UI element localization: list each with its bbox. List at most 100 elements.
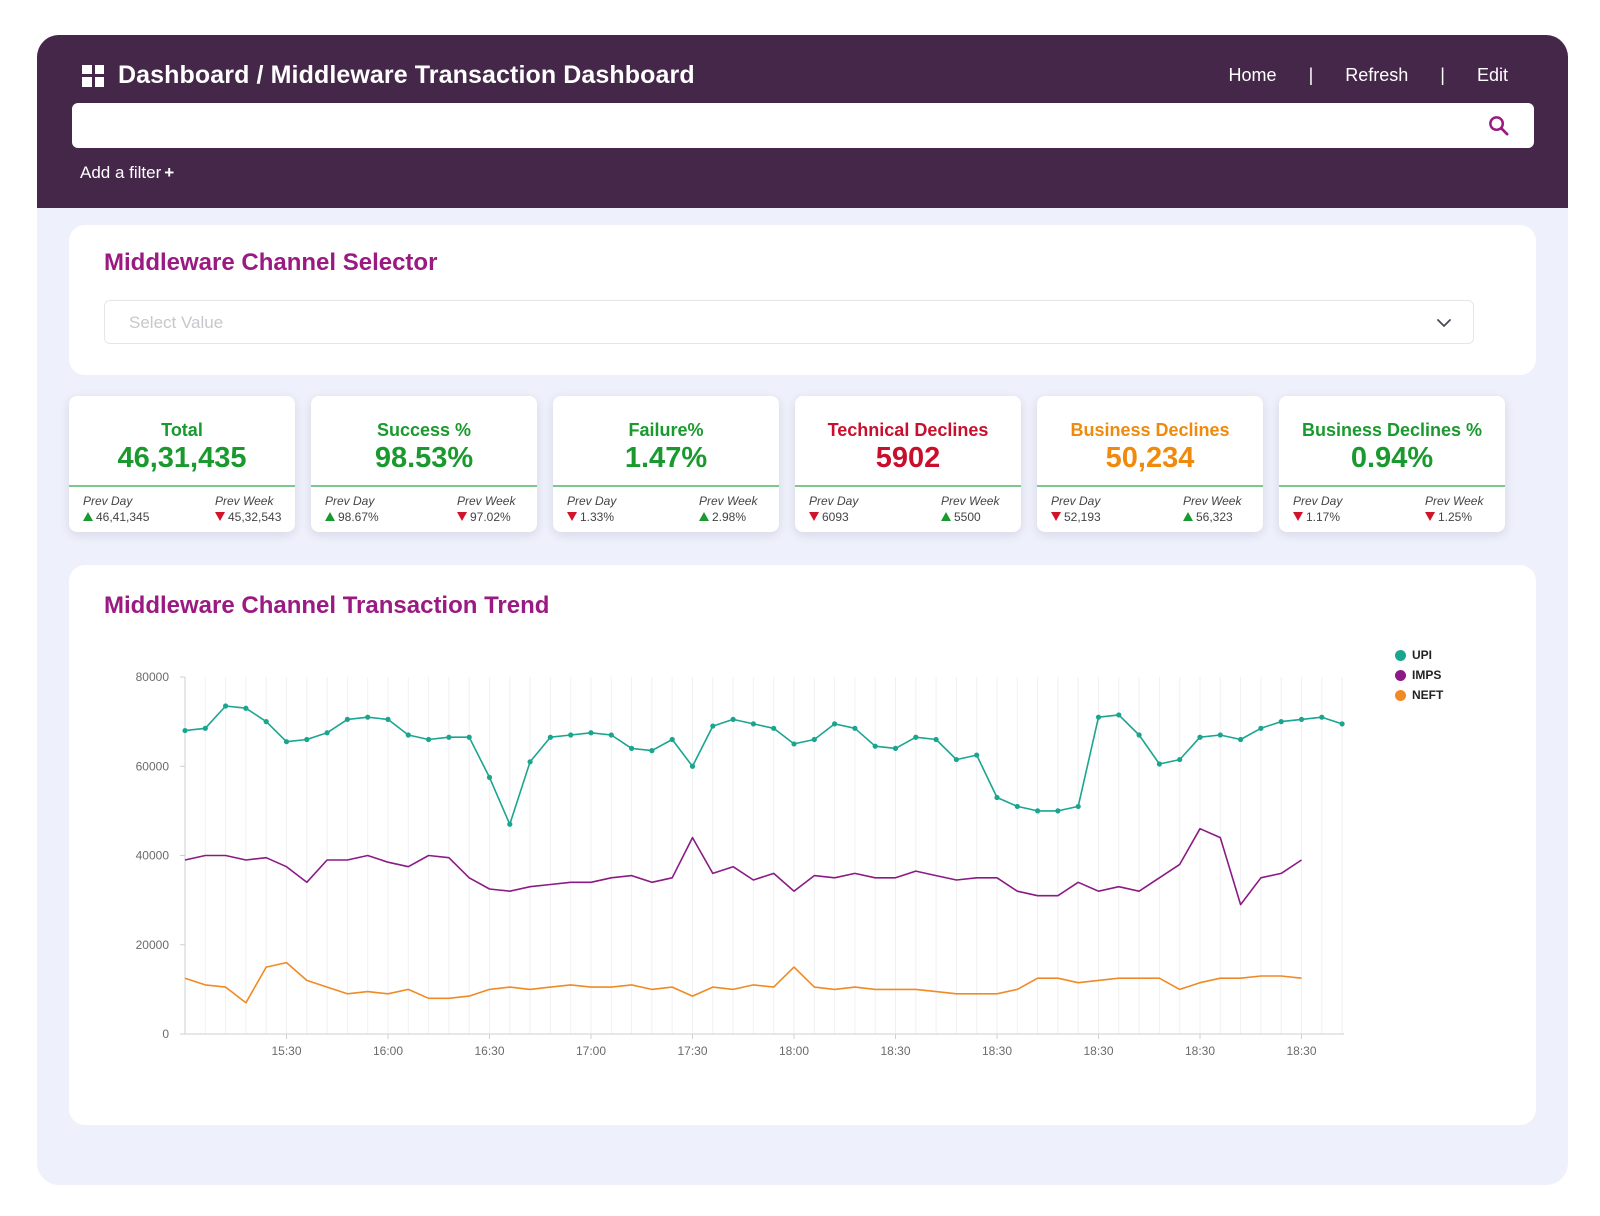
data-point-upi (649, 748, 655, 754)
data-point-upi (446, 734, 452, 740)
nav-home-link[interactable]: Home (1228, 65, 1277, 85)
kpi-prev-week: Prev Week 1.25% (1425, 494, 1483, 524)
x-tick-label: 17:00 (576, 1044, 606, 1058)
legend-dot (1395, 689, 1406, 701)
search-input[interactable] (72, 103, 1534, 148)
data-point-upi (202, 725, 208, 731)
data-point-upi (953, 756, 960, 763)
prev-week-value: 56,323 (1196, 510, 1233, 524)
legend-label: NEFT (1412, 688, 1444, 702)
data-point-upi (547, 734, 553, 740)
brand: Dashboard / Middleware Transaction Dashb… (82, 61, 695, 90)
add-filter-label: Add a filter (80, 163, 162, 182)
data-point-upi (1116, 712, 1122, 718)
data-point-upi (243, 705, 249, 711)
kpi-card: Business Declines % 0.94% Prev Day 1.17% Pre… (1279, 396, 1505, 532)
kpi-prev-day: Prev Day 46,41,345 (83, 494, 149, 524)
data-point-upi (283, 739, 290, 745)
prev-day-caption: Prev Day (809, 494, 859, 508)
data-point-upi (994, 794, 1000, 801)
series-line-imps (184, 827, 1302, 906)
data-point-upi (426, 736, 432, 743)
data-point-upi (872, 743, 878, 749)
series-line-upi (184, 705, 1343, 826)
data-point-upi (1014, 803, 1020, 810)
data-point-upi (974, 752, 980, 758)
nav-edit-link[interactable]: Edit (1476, 65, 1508, 85)
trend-down-icon (1051, 512, 1061, 521)
prev-week-value: 45,32,543 (228, 510, 282, 524)
prev-day-value: 1.33% (580, 510, 615, 524)
data-point-upi (486, 774, 493, 781)
channel-select-dropdown[interactable]: Select Value (104, 300, 1474, 344)
nav-refresh-link[interactable]: Refresh (1345, 65, 1409, 85)
page-title: Dashboard / Middleware Transaction Dashb… (118, 61, 695, 89)
prev-day-caption: Prev Day (567, 494, 617, 508)
kpi-prev-week: Prev Week 2.98% (699, 494, 757, 524)
trend-down-icon (457, 512, 467, 521)
data-point-upi (771, 725, 777, 731)
prev-day-value: 6093 (822, 510, 849, 524)
data-point-upi (689, 763, 696, 769)
data-point-upi (629, 745, 635, 751)
series-line-neft (184, 961, 1302, 1004)
y-tick-label: 20000 (136, 938, 170, 952)
header-bar: Dashboard / Middleware Transaction Dashb… (37, 35, 1568, 208)
kpi-value: 98.53% (374, 442, 474, 474)
prev-week-value: 97.02% (470, 510, 511, 524)
prev-day-caption: Prev Day (83, 494, 133, 508)
data-point-upi (385, 716, 391, 722)
data-point-upi (852, 725, 858, 731)
legend-dot (1395, 669, 1406, 681)
prev-week-value: 1.25% (1438, 510, 1473, 524)
data-point-upi (832, 721, 838, 727)
kpi-label: Business Declines (1070, 420, 1230, 440)
data-point-upi (811, 736, 817, 743)
data-point-upi (608, 732, 614, 738)
legend-label: IMPS (1412, 668, 1442, 682)
prev-day-value: 52,193 (1064, 510, 1101, 524)
prev-week-caption: Prev Week (1183, 494, 1242, 508)
chevron-down-icon (1437, 319, 1451, 327)
x-tick-label: 18:30 (1286, 1044, 1316, 1058)
prev-day-caption: Prev Day (1051, 494, 1101, 508)
x-tick-label: 18:30 (880, 1044, 910, 1058)
data-point-upi (1197, 734, 1203, 740)
kpi-label: Total (161, 420, 203, 440)
dashboard-grid-icon (82, 64, 104, 87)
add-filter-button[interactable]: Add a filter + (80, 163, 174, 183)
kpi-prev-week: Prev Week 5500 (941, 494, 999, 524)
data-point-upi (405, 732, 411, 738)
data-point-upi (1258, 725, 1264, 731)
kpi-value: 50,234 (1105, 442, 1195, 474)
kpi-card: Total 46,31,435 Prev Day 46,41,345 Prev Week… (69, 396, 295, 532)
kpi-label: Technical Declines (827, 420, 989, 440)
kpi-card: Failure% 1.47% Prev Day 1.33% Prev Week 2.98% (553, 396, 779, 532)
legend-item[interactable]: NEFT (1395, 685, 1443, 705)
channel-selector-panel: Middleware Channel Selector Select Value (69, 225, 1536, 375)
y-tick-label: 80000 (136, 670, 170, 684)
data-point-upi (1095, 714, 1102, 720)
x-tick-label: 18:00 (779, 1044, 809, 1058)
prev-week-value: 5500 (954, 510, 981, 524)
legend-item[interactable]: IMPS (1395, 665, 1443, 685)
search-icon[interactable] (1487, 114, 1510, 137)
data-point-upi (1035, 808, 1041, 814)
prev-day-caption: Prev Day (1293, 494, 1343, 508)
legend-item[interactable]: UPI (1395, 645, 1443, 665)
trend-down-icon (809, 512, 819, 521)
trend-up-icon (83, 512, 93, 521)
x-tick-label: 16:30 (474, 1044, 504, 1058)
kpi-label: Business Declines % (1301, 420, 1483, 440)
selector-title: Middleware Channel Selector (104, 249, 438, 276)
data-point-upi (730, 716, 736, 722)
data-point-upi (933, 736, 939, 743)
app-frame: Dashboard / Middleware Transaction Dashb… (37, 35, 1568, 1185)
data-point-upi (527, 759, 533, 765)
trend-chart-panel: Middleware Channel Transaction Trend 0 20… (69, 565, 1536, 1125)
data-point-upi (750, 721, 757, 727)
kpi-prev-day: Prev Day 6093 (809, 494, 858, 524)
trend-down-icon (1293, 512, 1303, 521)
kpi-value: 5902 (875, 442, 941, 474)
kpi-card: Success % 98.53% Prev Day 98.67% Prev Week 97… (311, 396, 537, 532)
